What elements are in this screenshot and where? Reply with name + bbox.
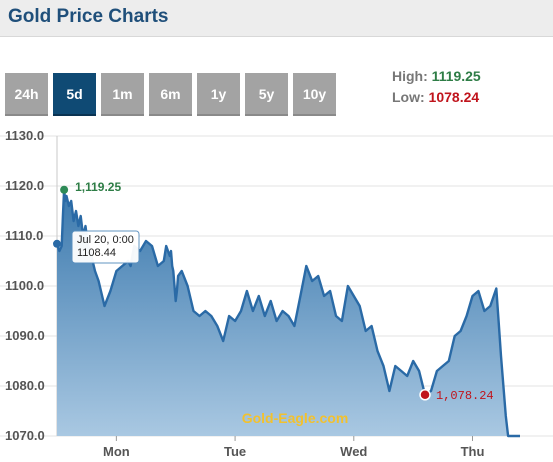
high-point bbox=[60, 185, 69, 194]
low-summary: Low: 1078.24 bbox=[392, 89, 479, 105]
tooltip: Jul 20, 0:00 1108.44 bbox=[71, 230, 140, 264]
tab-24h[interactable]: 24h bbox=[5, 73, 48, 116]
low-label: 1,078.24 bbox=[436, 389, 494, 403]
y-tick-label: 1110.0 bbox=[5, 228, 43, 243]
tab-1m[interactable]: 1m bbox=[101, 73, 144, 116]
watermark: Gold-Eagle.com bbox=[242, 410, 349, 426]
y-tick-label: 1080.0 bbox=[5, 378, 45, 393]
high-label: 1,119.25 bbox=[75, 180, 121, 194]
tab-5d[interactable]: 5d bbox=[53, 73, 96, 116]
y-tick-label: 1070.0 bbox=[5, 428, 45, 443]
y-tick-label: 1120.0 bbox=[5, 178, 44, 193]
price-line bbox=[55, 188, 520, 438]
tab-6m[interactable]: 6m bbox=[149, 73, 192, 116]
y-tick-label: 1090.0 bbox=[5, 328, 45, 343]
hover-point bbox=[53, 239, 61, 248]
tooltip-value: 1108.44 bbox=[77, 247, 116, 259]
price-chart[interactable]: 1130.0 1120.0 1110.0 1100.0 1090.0 1080.0 1070… bbox=[0, 118, 553, 462]
high-label: High: bbox=[392, 68, 428, 84]
page-title: Gold Price Charts bbox=[8, 6, 169, 27]
x-tick-label: Thu bbox=[461, 444, 485, 459]
tab-1y[interactable]: 1y bbox=[197, 73, 240, 116]
x-tick-label: Tue bbox=[224, 444, 246, 459]
low-point bbox=[419, 389, 431, 401]
x-tick-label: Mon bbox=[103, 444, 130, 459]
tooltip-date: Jul 20, 0:00 bbox=[77, 234, 134, 246]
y-tick-label: 1100.0 bbox=[5, 278, 44, 293]
low-value: 1078.24 bbox=[428, 89, 480, 105]
high-summary: High: 1119.25 bbox=[392, 68, 481, 84]
header-bar: Gold Price Charts bbox=[0, 0, 553, 37]
high-value: 1119.25 bbox=[431, 68, 481, 84]
y-tick-label: 1130.0 bbox=[5, 128, 44, 143]
x-tick-label: Wed bbox=[340, 444, 367, 459]
low-label: Low: bbox=[392, 89, 425, 105]
tab-10y[interactable]: 10y bbox=[293, 73, 336, 116]
tab-5y[interactable]: 5y bbox=[245, 73, 288, 116]
